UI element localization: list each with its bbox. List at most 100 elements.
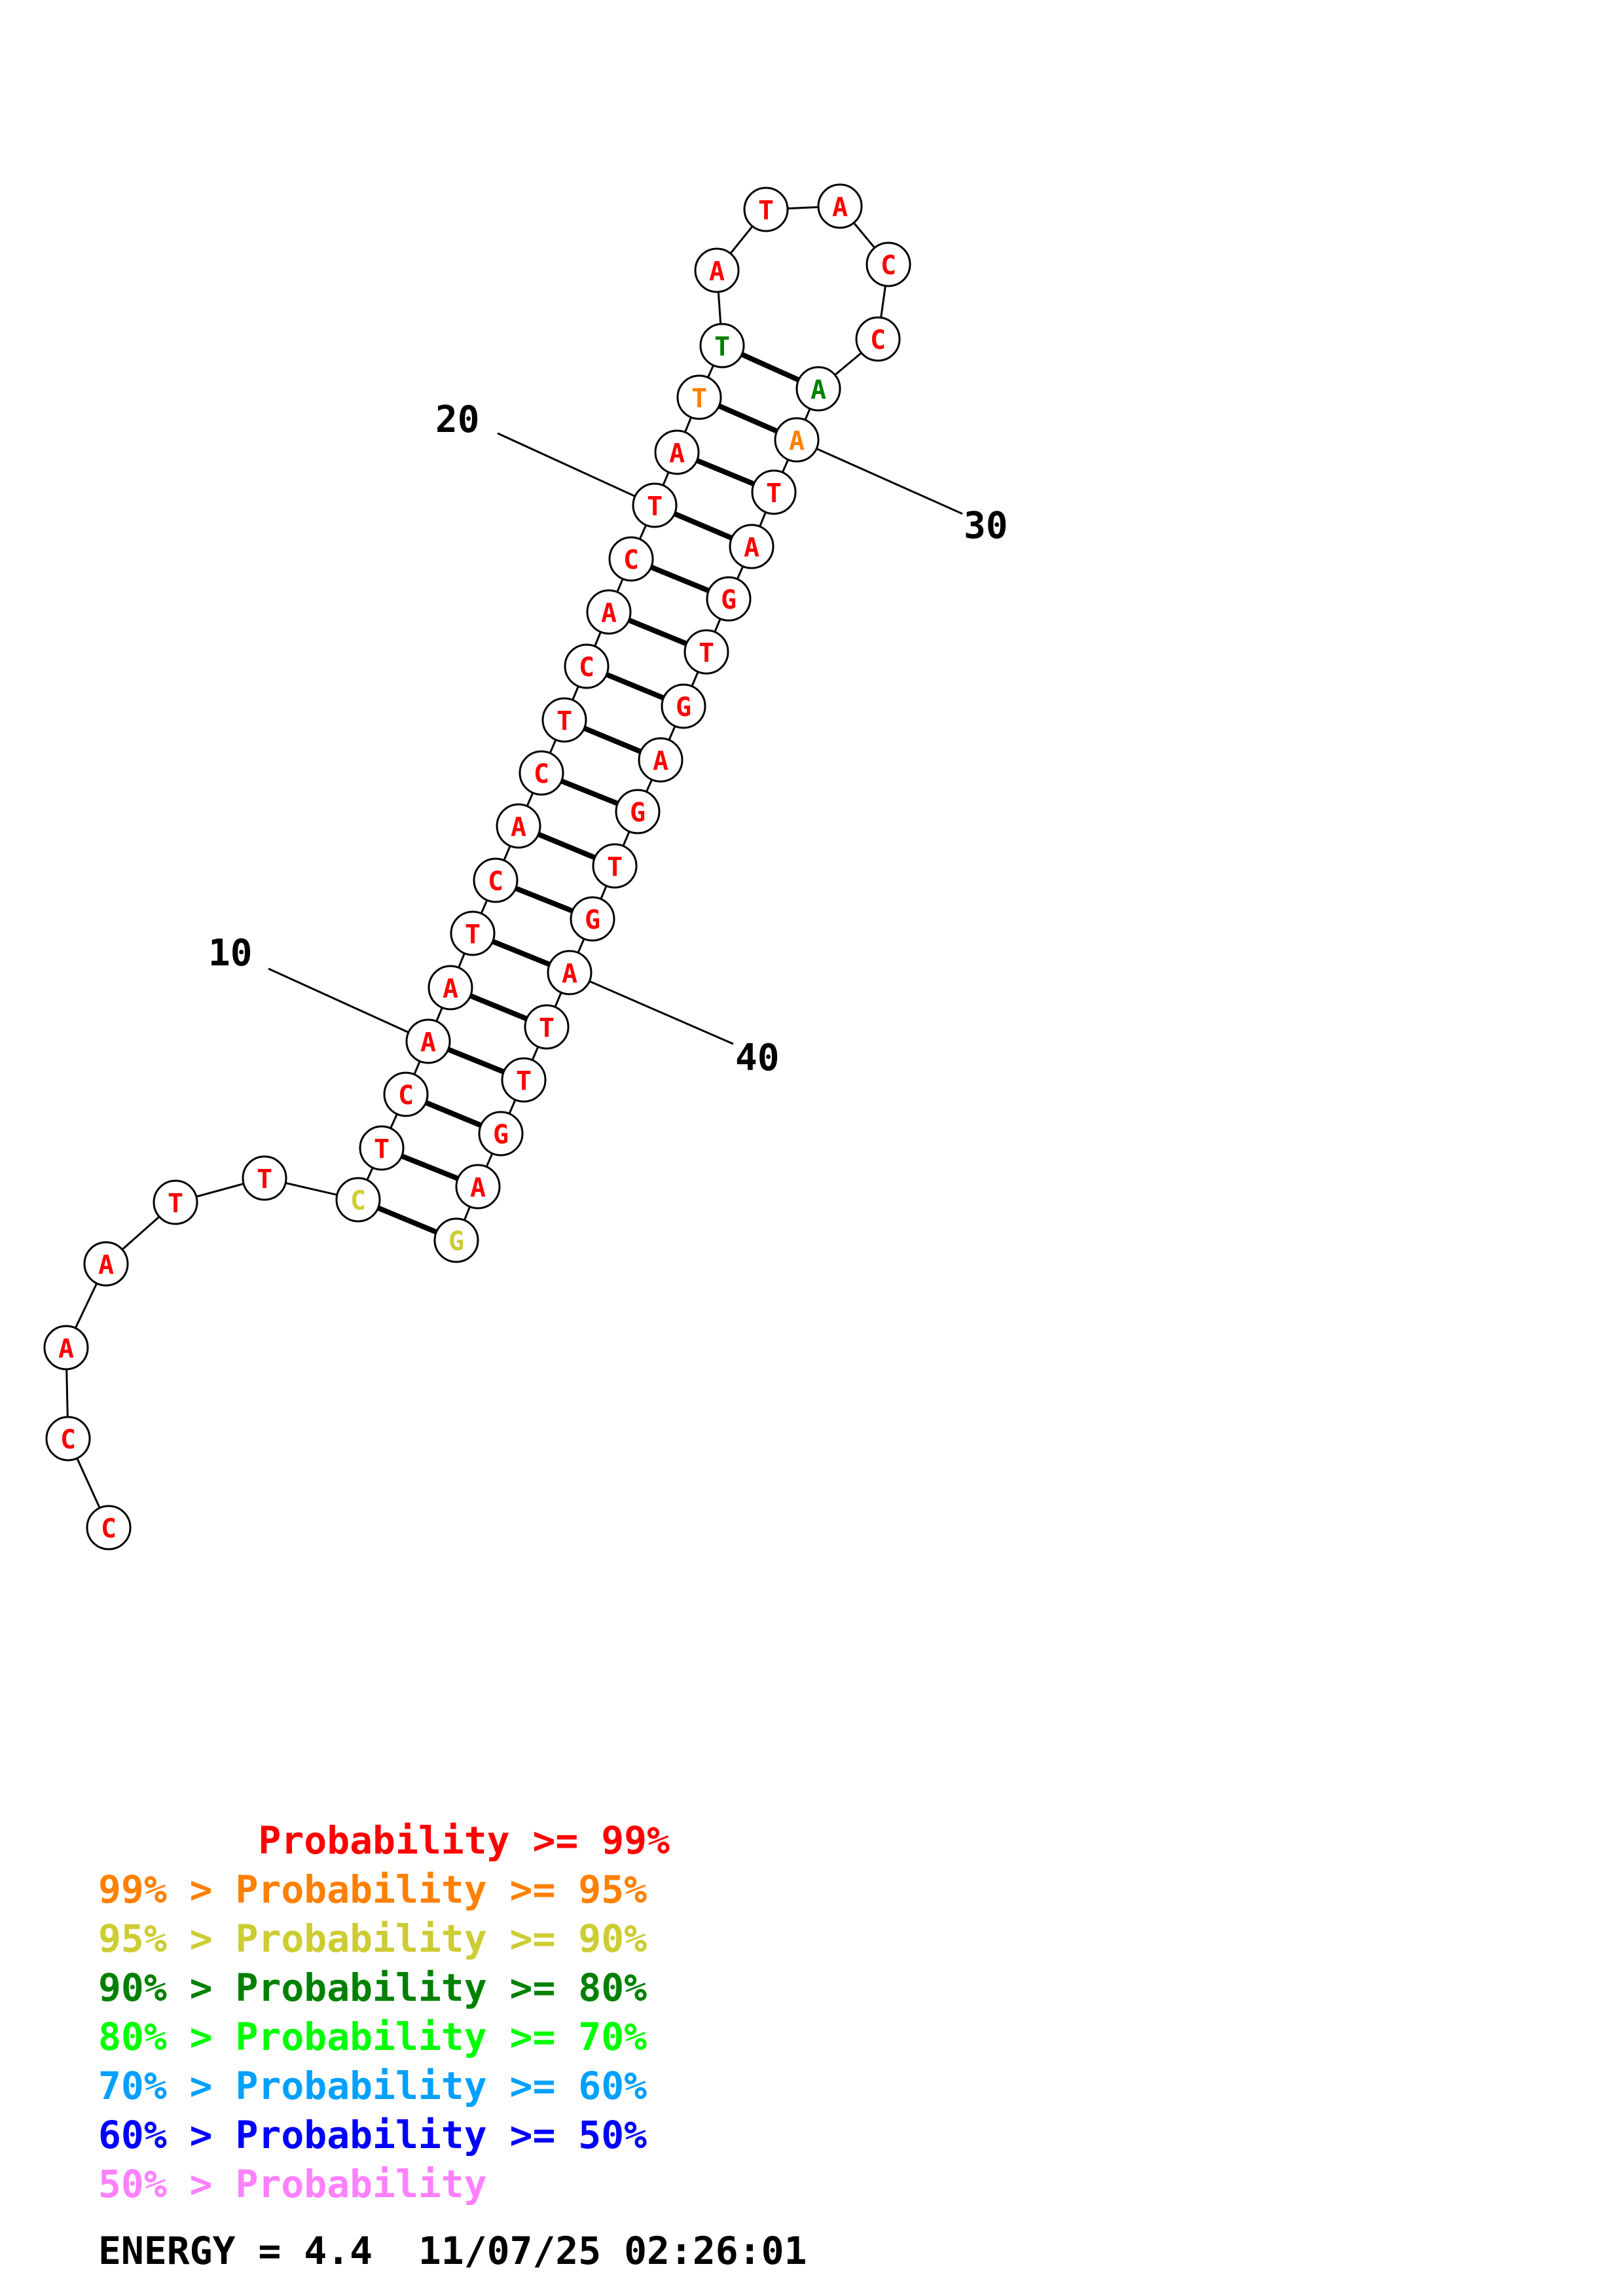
position-label-leader (796, 439, 963, 515)
nucleotide: T (699, 323, 745, 368)
nucleotide-base-label: T (714, 332, 730, 362)
nucleotide-circle (795, 366, 841, 412)
nucleotide: G (433, 1217, 479, 1263)
nucleotide: T (242, 1155, 287, 1201)
nucleotide-base-label: A (58, 1334, 74, 1364)
nucleotide-circle (817, 183, 863, 229)
nucleotide: T (541, 697, 587, 743)
nucleotide: A (817, 183, 863, 229)
nucleotide-base-label: C (623, 545, 639, 575)
base-pair-bond (447, 1047, 505, 1075)
nucleotide-base-label: T (766, 478, 782, 509)
nucleotide-base-label: A (669, 439, 685, 469)
nucleotide-base-label: T (257, 1164, 272, 1194)
nucleotide: C (86, 1505, 132, 1551)
base-pair-bond (718, 403, 778, 434)
nucleotide-base-label: C (60, 1425, 76, 1455)
nucleotide: C (866, 242, 911, 287)
nucleotide-circle (455, 1164, 501, 1210)
nucleotide-base-label: A (420, 1028, 436, 1058)
nucleotide: T (676, 374, 722, 420)
nucleotide-base-label: A (744, 533, 759, 563)
nucleotide-circle (405, 1018, 451, 1064)
nucleotide-base-label: A (811, 375, 826, 405)
nucleotide-circle (450, 910, 496, 956)
nucleotide-circle (501, 1057, 547, 1103)
base-pair-bond (515, 886, 574, 914)
position-label-leader (268, 967, 429, 1043)
base-pair-bond (583, 725, 642, 755)
nucleotide-circle (592, 843, 638, 889)
nucleotide: G (661, 683, 706, 729)
nucleotide-circle (586, 589, 632, 635)
nucleotide-circle (43, 1325, 89, 1371)
nucleotide-circle (676, 374, 722, 420)
nucleotide: C (473, 857, 519, 903)
nucleotide: T (153, 1179, 198, 1225)
position-label-leader (569, 971, 734, 1045)
nucleotide: T (743, 187, 789, 232)
nucleotide-circle (729, 524, 775, 569)
nucleotide-circle (547, 950, 593, 996)
nucleotide: C (335, 1177, 381, 1223)
nucleotide-circle (751, 469, 797, 515)
base-pair-bond (537, 831, 596, 861)
base-pair-bond (560, 778, 619, 806)
nucleotide-circle (743, 187, 789, 232)
nucleotide: C (45, 1416, 91, 1462)
legend-entry: 80% > Probability >= 70% (98, 2015, 647, 2059)
nucleotide: T (524, 1004, 570, 1050)
nucleotide-circle (564, 643, 610, 689)
nucleotide: C (855, 316, 901, 362)
legend-entry: 50% > Probability (98, 2162, 487, 2206)
position-label-leader (497, 432, 655, 507)
nucleotide-circle (541, 697, 587, 743)
nucleotide-circle (524, 1004, 570, 1050)
nucleotide-base-label: A (98, 1250, 114, 1280)
nucleotide: A (729, 524, 775, 569)
nucleotide: A (547, 950, 593, 996)
nucleotide-base-label: A (832, 192, 848, 223)
nucleotide: T (684, 629, 729, 675)
nucleotide-circle (153, 1179, 198, 1225)
nucleotide-circle (428, 965, 473, 1011)
base-pair-bond (650, 564, 710, 594)
position-label: 20 (435, 399, 479, 441)
nucleotide: A (455, 1164, 501, 1210)
legend-entry: 99% > Probability >= 95% (98, 1867, 647, 1912)
nucleotide-base-label: T (168, 1189, 183, 1219)
nucleotide-circle (608, 536, 654, 582)
nucleotide: A (586, 589, 632, 635)
nucleotide-circle (45, 1416, 91, 1462)
legend-entry: 90% > Probability >= 80% (98, 1965, 647, 2010)
nucleotide-base-label: A (511, 812, 526, 842)
position-label: 40 (735, 1037, 779, 1079)
base-pair-bond (605, 672, 665, 701)
nucleotide-base-label: C (881, 251, 896, 281)
energy-timestamp: ENERGY = 4.4 11/07/25 02:26:01 (98, 2229, 807, 2273)
nucleotide-base-label: C (488, 867, 503, 897)
nucleotide-base-label: A (562, 959, 577, 989)
base-pair-bond (740, 351, 800, 383)
nucleotide: T (359, 1125, 405, 1171)
base-pair-bond (469, 993, 528, 1022)
nucleotide-base-label: T (691, 384, 707, 414)
nucleotide-base-label: A (601, 598, 617, 628)
nucleotide: A (428, 965, 473, 1011)
nucleotide: A (654, 429, 700, 475)
nucleotide: A (496, 803, 541, 849)
nucleotide-base-label: A (789, 426, 805, 456)
nucleotide: A (43, 1325, 89, 1371)
nucleotide-base-label: A (470, 1173, 486, 1203)
nucleotide-circle (654, 429, 700, 475)
nucleotide-circle (699, 323, 745, 368)
nucleotide-base-label: A (443, 974, 458, 1004)
nucleotide-base-label: T (699, 638, 714, 668)
nucleotide-base-label: T (556, 706, 572, 736)
nucleotide: T (632, 482, 678, 528)
nucleotide-base-label: A (653, 746, 668, 776)
nucleotide-circle (242, 1155, 287, 1201)
nucleotide: A (83, 1241, 129, 1287)
nucleotide-circle (478, 1111, 524, 1157)
nucleotide: T (592, 843, 638, 889)
